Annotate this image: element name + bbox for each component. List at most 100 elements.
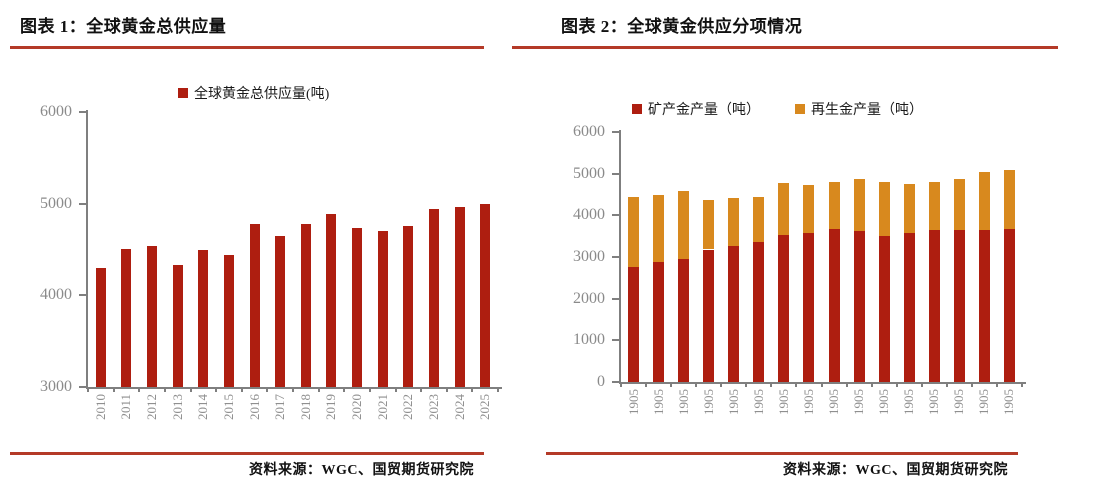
- bar-recycled-11: [903, 184, 915, 233]
- y-tick-label: 4000: [40, 286, 72, 304]
- bar-2014: [198, 249, 209, 387]
- legend-label-mine-production: 矿产金产量（吨）: [648, 103, 760, 118]
- x-tick-label: 1905: [650, 389, 666, 415]
- x-tick-mark: [240, 388, 243, 392]
- x-tick-mark: [745, 383, 748, 387]
- x-tick-mark: [87, 388, 89, 392]
- bar-mine-10: [878, 236, 890, 382]
- y-tick-mark: [612, 214, 619, 217]
- x-axis-line: [86, 387, 502, 389]
- bar-2023: [428, 209, 439, 387]
- y-tick-mark: [79, 386, 86, 388]
- bar-mine-0: [628, 267, 640, 382]
- x-tick-label: 1905: [1001, 389, 1017, 415]
- chart1-title: 图表 1：全球黄金总供应量: [20, 17, 227, 36]
- x-tick-mark: [420, 388, 423, 392]
- x-tick-label: 2013: [169, 394, 185, 420]
- x-tick-label: 1905: [876, 389, 892, 415]
- x-tick-label: 2010: [92, 394, 108, 420]
- bar-mine-4: [728, 245, 740, 382]
- y-tick-mark: [612, 256, 619, 258]
- x-tick-label: 1905: [976, 389, 992, 415]
- x-tick-label: 2019: [323, 394, 339, 420]
- y-axis-line: [86, 110, 88, 389]
- bar-2021: [377, 231, 388, 387]
- bar-recycled-2: [678, 190, 690, 259]
- x-tick-label: 1905: [775, 389, 791, 415]
- x-tick-mark: [820, 383, 823, 387]
- x-tick-mark: [970, 383, 973, 387]
- y-tick-label: 5000: [40, 194, 72, 212]
- y-tick-mark: [612, 339, 619, 342]
- bar-mine-1: [653, 262, 665, 382]
- bar-recycled-12: [928, 181, 940, 230]
- y-tick-label: 3000: [40, 378, 72, 395]
- legend-label-recycled-gold: 再生金产量（吨）: [811, 103, 923, 118]
- bar-2012: [147, 245, 158, 387]
- x-tick-mark: [670, 383, 673, 387]
- x-tick-mark: [266, 388, 269, 392]
- y-tick-label: 2000: [573, 289, 605, 307]
- bar-recycled-7: [803, 185, 815, 233]
- x-tick-label: 2020: [349, 394, 365, 420]
- bar-recycled-10: [878, 181, 890, 237]
- x-tick-label: 1905: [725, 389, 741, 415]
- x-tick-label: 2021: [374, 394, 390, 420]
- legend-swatch-total-supply: [178, 88, 188, 98]
- y-tick-mark: [79, 111, 86, 113]
- x-tick-label: 2015: [220, 394, 236, 420]
- bar-mine-13: [953, 229, 965, 382]
- bar-recycled-9: [853, 178, 865, 232]
- bar-recycled-1: [653, 194, 665, 262]
- legend-swatch-recycled-gold: [795, 104, 805, 114]
- y-tick-mark: [79, 294, 86, 297]
- x-tick-mark: [163, 388, 166, 392]
- bar-2010: [95, 267, 106, 387]
- x-tick-mark: [920, 383, 923, 387]
- legend-swatch-mine-production: [632, 104, 642, 114]
- x-tick-label: 2018: [297, 394, 313, 420]
- bar-mine-11: [903, 232, 915, 382]
- bar-mine-6: [778, 235, 790, 382]
- x-tick-mark: [189, 388, 192, 392]
- y-tick-label: 1000: [573, 331, 605, 349]
- x-tick-mark: [845, 383, 848, 387]
- x-tick-mark: [112, 388, 115, 392]
- x-tick-mark: [215, 388, 218, 392]
- bar-2011: [121, 248, 132, 387]
- x-tick-mark: [945, 383, 948, 387]
- bar-2018: [300, 223, 311, 387]
- x-tick-label: 2016: [246, 394, 262, 420]
- bar-2019: [326, 213, 337, 387]
- legend-label-total-supply: 全球黄金总供应量(吨): [194, 87, 330, 102]
- x-tick-mark: [720, 383, 723, 387]
- bar-2025: [480, 203, 491, 387]
- chart2-plot-area: 0 1000 2000 3000 4000 5000 6000 1905 1905 1905 190…: [573, 124, 1026, 415]
- x-tick-label: 2014: [195, 394, 211, 420]
- chart1-source-rule: [10, 452, 484, 455]
- y-tick-label: 3000: [573, 248, 605, 265]
- bar-2013: [172, 265, 183, 387]
- x-tick-label: 1905: [851, 389, 867, 415]
- bar-recycled-5: [753, 196, 765, 242]
- x-tick-mark: [870, 383, 873, 387]
- bar-2015: [223, 255, 234, 387]
- x-tick-mark: [368, 388, 371, 392]
- bar-mine-9: [853, 231, 865, 382]
- x-tick-mark: [445, 388, 448, 392]
- x-tick-label: 1905: [926, 389, 942, 415]
- x-tick-label: 1905: [750, 389, 766, 415]
- bar-mine-14: [978, 230, 990, 382]
- bar-recycled-3: [703, 199, 715, 250]
- chart2-title: 图表 2：全球黄金供应分项情况: [561, 17, 803, 36]
- y-tick-label: 4000: [573, 206, 605, 224]
- y-tick-label: 6000: [40, 103, 72, 120]
- bar-recycled-14: [978, 172, 990, 231]
- x-tick-mark: [620, 383, 622, 387]
- chart1-title-rule: [10, 46, 484, 49]
- x-tick-label: 2012: [144, 394, 160, 420]
- y-tick-mark: [612, 131, 619, 133]
- x-tick-label: 2024: [451, 394, 467, 420]
- bar-mine-15: [1003, 229, 1015, 382]
- x-tick-label: 1905: [826, 389, 842, 415]
